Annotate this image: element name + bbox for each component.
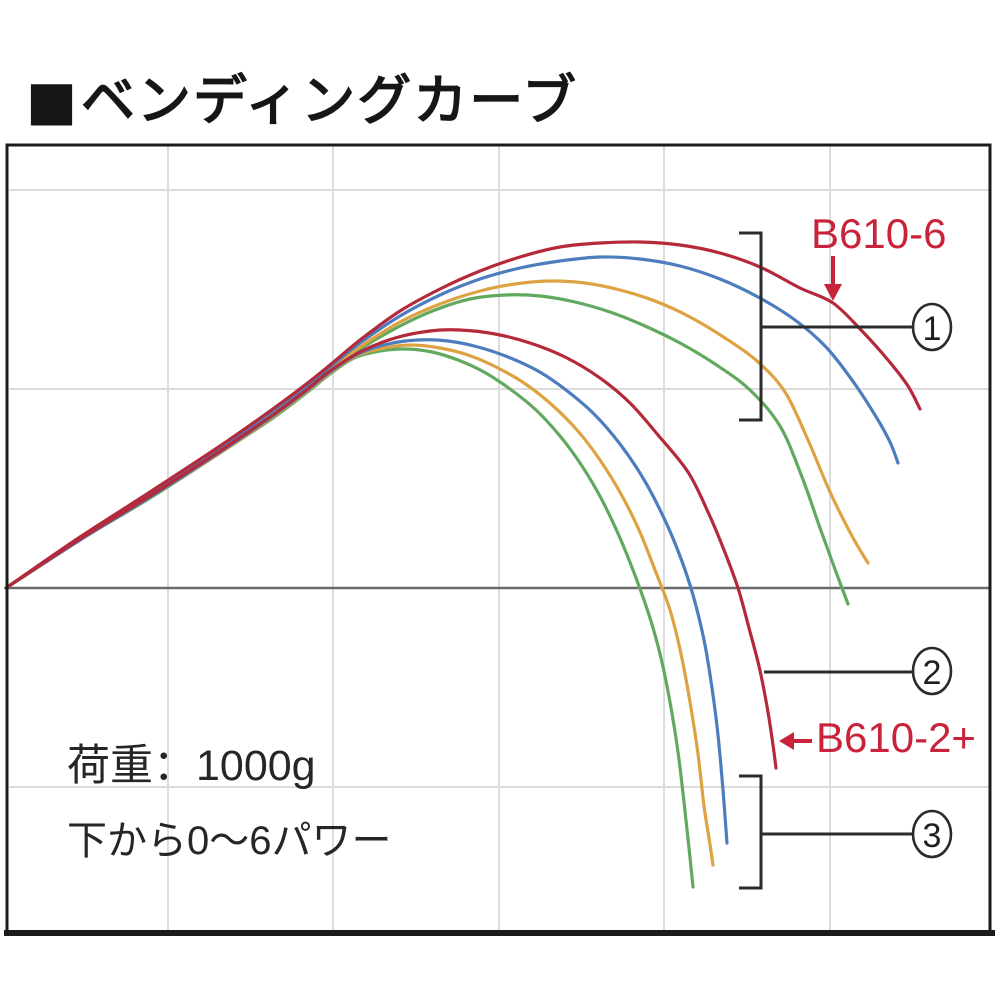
- callout-2-number: 2: [923, 654, 942, 692]
- callout-3-bracket: [739, 774, 763, 890]
- curve-lower-green: [4, 347, 695, 889]
- title-square-bullet-icon: ■: [26, 69, 80, 132]
- callout-1: [739, 231, 953, 422]
- load-note: 荷重：1000g: [67, 742, 316, 790]
- model-label-b610-6: B610-6: [811, 210, 947, 257]
- curve-upper-red-B610-6: [4, 240, 922, 590]
- model-label-b610-2plus: B610-2+: [816, 714, 976, 761]
- power-note: 下から0～6パワー: [67, 819, 392, 863]
- callout-3-number: 3: [923, 817, 942, 855]
- bending-curves: [4, 240, 922, 889]
- curve-upper-orange: [4, 279, 870, 590]
- b610-6-arrow-down-icon: [824, 256, 842, 301]
- grid-lines: [9, 146, 989, 931]
- curve-upper-blue: [4, 255, 900, 590]
- curve-lower-red-B610-2plus: [4, 328, 778, 770]
- callout-2: [764, 646, 953, 696]
- callout-3: [739, 774, 953, 890]
- b610-2plus-arrow-left-icon: [779, 732, 812, 750]
- callout-2-circle: [911, 646, 953, 696]
- callout-3-circle: [911, 809, 953, 859]
- callout-1-number: 1: [923, 310, 942, 348]
- page-title: ■ベンディングカーブ: [26, 56, 578, 135]
- page-title-text: ベンディングカーブ: [81, 71, 579, 131]
- callout-1-circle: [911, 302, 953, 352]
